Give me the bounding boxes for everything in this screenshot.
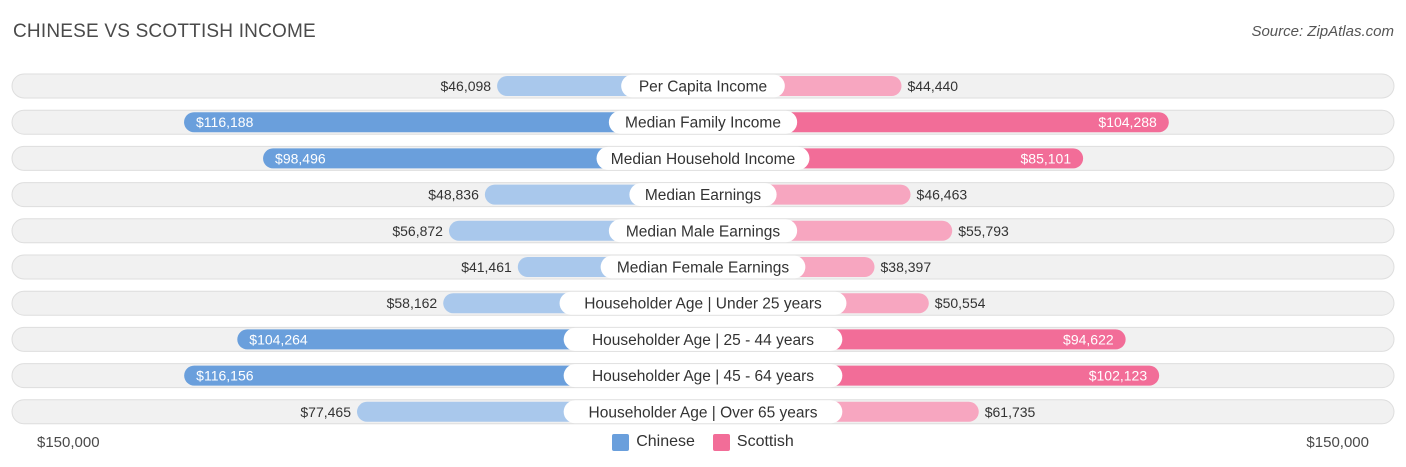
chart-source: Source: ZipAtlas.com — [1251, 23, 1394, 40]
row-3-category-label: Median Household Income — [611, 151, 795, 168]
row-2-category-label: Median Family Income — [625, 115, 781, 132]
row-5-value-scottish: $55,793 — [958, 223, 1009, 239]
row-9-value-scottish: $102,123 — [1089, 368, 1148, 384]
row-7-category-label: Householder Age | Under 25 years — [584, 296, 822, 313]
row-10-category-label: Householder Age | Over 65 years — [589, 404, 818, 421]
axis-label-right: $150,000 — [1306, 434, 1369, 451]
row-7-value-chinese: $58,162 — [387, 295, 438, 311]
axis-label-left: $150,000 — [37, 434, 100, 451]
legend-label-scottish: Scottish — [736, 433, 794, 450]
row-9-value-chinese: $116,156 — [196, 368, 254, 384]
legend-swatch-chinese — [612, 433, 630, 451]
legend-label-chinese: Chinese — [636, 433, 695, 450]
row-6-label-pill — [600, 255, 806, 279]
income-comparison-chart: $46,098 $44,440 Per Capita Income $116,188 $… — [11, 73, 1395, 425]
row-5-value-chinese: $56,872 — [392, 223, 443, 239]
legend-swatch-scottish — [712, 433, 730, 451]
chart-title: CHINESE VS SCOTTISH INCOME — [13, 21, 316, 42]
row-9-label-pill — [563, 364, 843, 388]
row-2-value-scottish: $104,288 — [1098, 114, 1157, 130]
row-4-label-pill — [629, 183, 777, 207]
legend-item-scottish[interactable]: Scottish — [712, 433, 794, 451]
legend-item-chinese[interactable]: Chinese — [612, 433, 695, 451]
row-3-label-pill — [596, 146, 810, 170]
row-2-label-pill — [608, 110, 798, 134]
row-3-value-scottish: $85,101 — [1021, 150, 1072, 166]
row-10-label-pill — [563, 400, 843, 424]
legend: Chinese Scottish — [0, 433, 1406, 451]
row-1-label-pill — [621, 74, 785, 98]
row-4-value-chinese: $48,836 — [428, 187, 479, 203]
row-8-value-scottish: $94,622 — [1063, 331, 1114, 347]
row-2-value-chinese: $116,188 — [196, 114, 254, 130]
row-6-value-scottish: $38,397 — [881, 259, 932, 275]
row-1-value-scottish: $44,440 — [907, 78, 958, 94]
row-10-value-scottish: $61,735 — [985, 404, 1036, 420]
row-5-label-pill — [608, 219, 798, 243]
row-8-label-pill — [563, 327, 843, 351]
row-8-value-chinese: $104,264 — [249, 331, 308, 347]
row-1-value-chinese: $46,098 — [440, 78, 491, 94]
row-2-bar-scottish — [703, 112, 1169, 133]
row-8-category-label: Householder Age | 25 - 44 years — [592, 332, 814, 349]
row-10-value-chinese: $77,465 — [300, 404, 351, 420]
row-2-bar-chinese — [184, 112, 704, 133]
row-1-category-label: Per Capita Income — [639, 79, 767, 96]
row-4-category-label: Median Earnings — [645, 187, 762, 204]
row-5-category-label: Median Male Earnings — [626, 223, 780, 240]
row-4-value-scottish: $46,463 — [917, 187, 968, 203]
row-6-category-label: Median Female Earnings — [617, 260, 790, 277]
row-7-value-scottish: $50,554 — [935, 295, 986, 311]
row-7-label-pill — [559, 291, 847, 315]
row-6-value-chinese: $41,461 — [461, 259, 512, 275]
row-3-bar-chinese — [263, 148, 703, 169]
row-3-value-chinese: $98,496 — [275, 150, 326, 166]
row-9-category-label: Householder Age | 45 - 64 years — [592, 368, 814, 385]
